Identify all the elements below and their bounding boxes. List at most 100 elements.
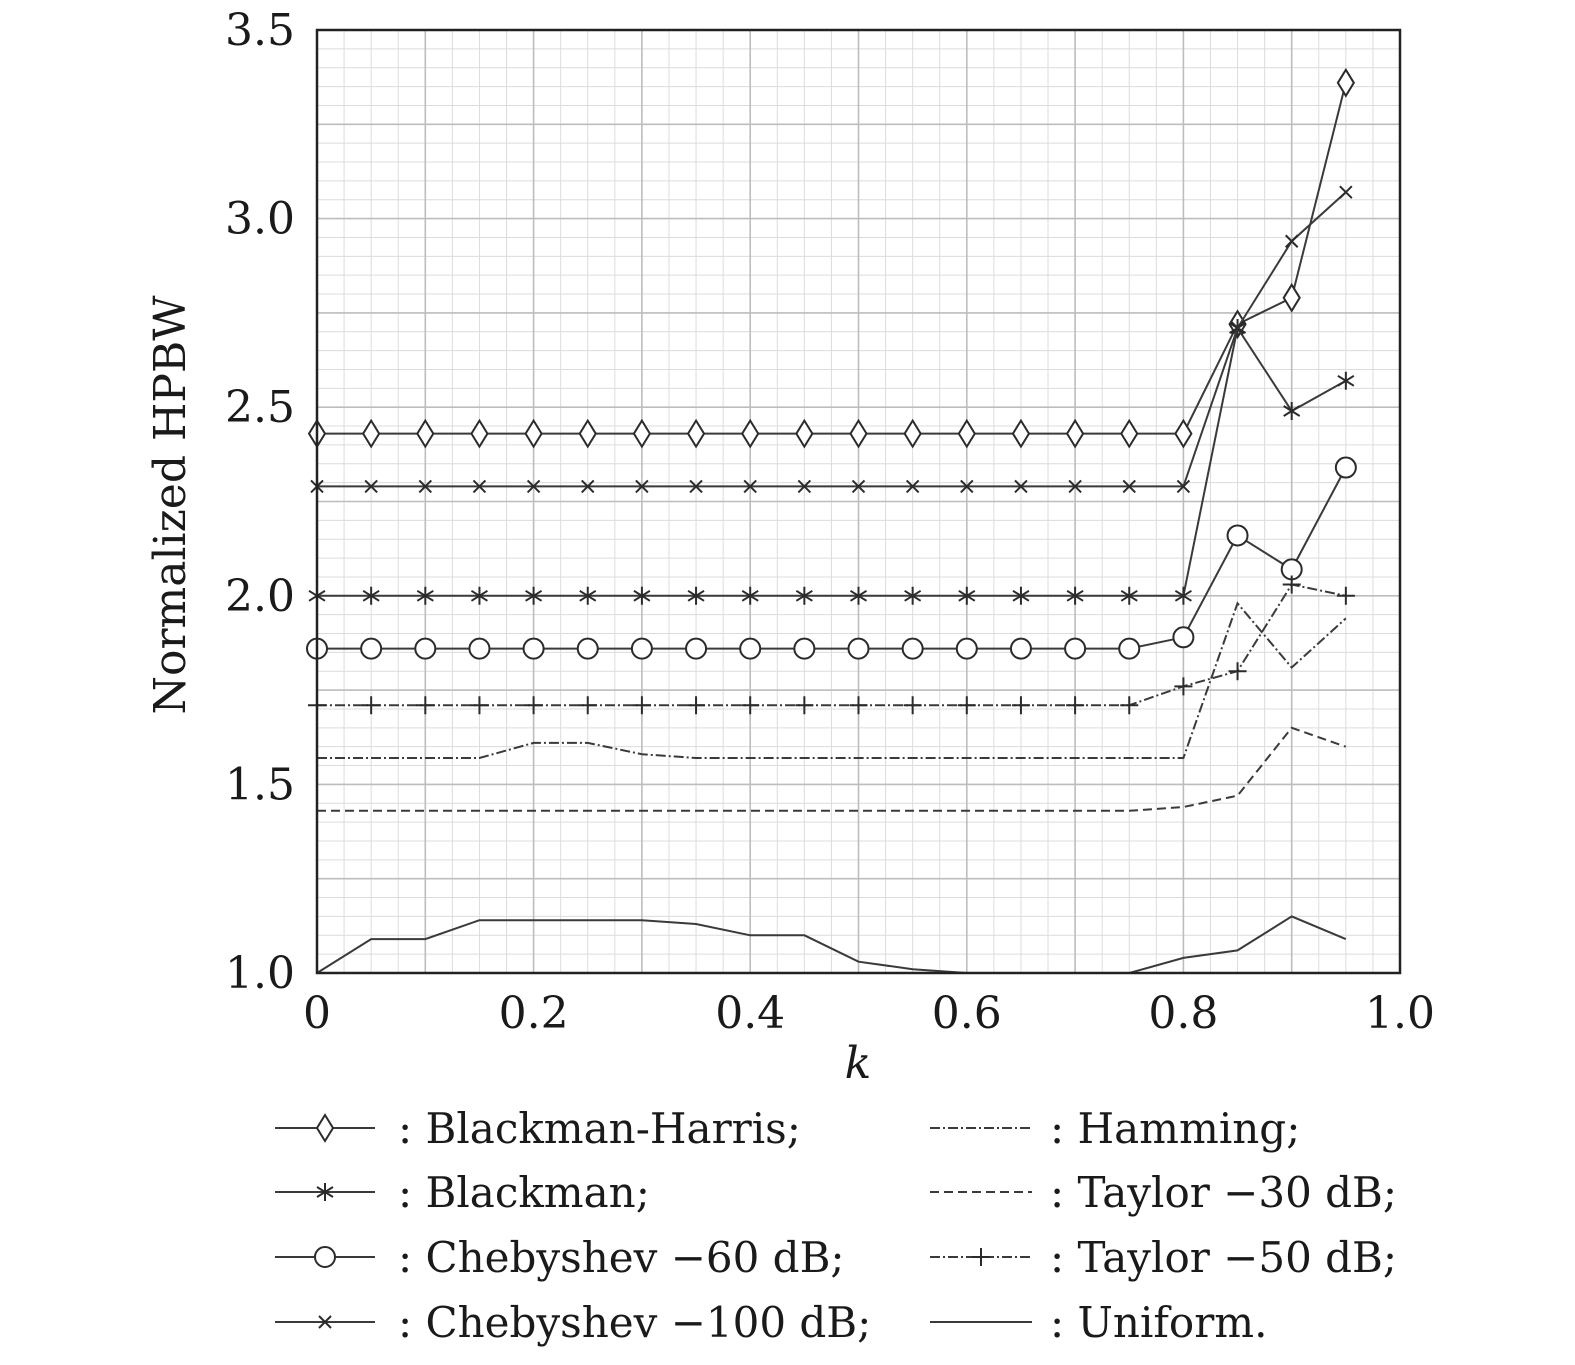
- marker-circle: [314, 1246, 336, 1268]
- marker-x: [1230, 321, 1245, 335]
- series-chebyshev-100-db: [310, 185, 1353, 494]
- marker-diamond: [1336, 67, 1356, 98]
- marker-x: [635, 479, 649, 494]
- marker-circle: [901, 637, 924, 660]
- marker-diamond: [524, 418, 543, 449]
- marker-plus: [849, 696, 868, 715]
- marker-circle: [1172, 626, 1195, 649]
- legend-item: : Blackman-Harris;: [275, 1104, 801, 1153]
- x-tick-label: 0.4: [715, 988, 785, 1039]
- marker-plus: [1336, 586, 1355, 605]
- legend-label: : Chebyshev −60 dB;: [398, 1233, 845, 1282]
- series-line: [317, 191, 1347, 488]
- legend-label: : Blackman;: [398, 1168, 650, 1217]
- marker-plus: [1282, 575, 1301, 594]
- y-axis-label: Normalized HPBW: [145, 295, 196, 715]
- series-line: [317, 601, 1347, 759]
- marker-diamond: [795, 418, 814, 449]
- marker-asterisk: [416, 586, 434, 605]
- marker-asterisk: [362, 586, 380, 605]
- marker-circle: [1334, 456, 1357, 479]
- marker-plus: [578, 696, 597, 715]
- marker-plus: [795, 696, 814, 715]
- series-lines: [306, 67, 1357, 974]
- marker-diamond: [1174, 418, 1193, 449]
- marker-asterisk: [795, 586, 813, 605]
- marker-x: [743, 479, 757, 494]
- grid: [317, 30, 1400, 973]
- marker-plus: [972, 1248, 990, 1266]
- marker-diamond: [578, 418, 597, 449]
- x-tick-label: 0: [303, 988, 331, 1039]
- marker-x: [418, 479, 433, 494]
- marker-x: [364, 479, 378, 494]
- y-tick-label: 1.5: [225, 759, 295, 810]
- legend-label: : Taylor −30 dB;: [1050, 1168, 1397, 1217]
- marker-x: [1068, 479, 1082, 494]
- marker-circle: [739, 637, 762, 660]
- marker-asterisk: [1120, 586, 1138, 605]
- marker-plus: [362, 696, 381, 715]
- marker-asterisk: [633, 586, 651, 605]
- marker-circle: [522, 637, 545, 660]
- series-hamming: [317, 601, 1347, 759]
- legend-item: : Chebyshev −100 dB;: [275, 1298, 871, 1347]
- series-blackman-harris: [307, 67, 1356, 449]
- marker-x: [1176, 479, 1191, 494]
- marker-circle: [685, 637, 708, 660]
- marker-asterisk: [849, 586, 868, 605]
- legend-label: : Chebyshev −100 dB;: [398, 1298, 871, 1347]
- y-tick-label: 2.0: [225, 571, 295, 622]
- marker-circle: [793, 637, 816, 660]
- legend-label: : Hamming;: [1050, 1104, 1300, 1153]
- series-chebyshev-60-db: [306, 456, 1357, 660]
- marker-asterisk: [525, 586, 543, 605]
- marker-circle: [576, 637, 599, 660]
- marker-plus: [1066, 696, 1085, 715]
- y-tick-label: 3.5: [225, 5, 295, 56]
- legend-label: : Blackman-Harris;: [398, 1104, 801, 1153]
- marker-x: [472, 479, 487, 494]
- marker-asterisk: [1066, 586, 1084, 605]
- marker-circle: [468, 637, 491, 660]
- marker-circle: [955, 637, 978, 660]
- x-axis-label: k: [845, 1038, 872, 1089]
- marker-x: [851, 479, 866, 494]
- marker-diamond: [741, 418, 760, 449]
- marker-plus: [1228, 662, 1247, 681]
- marker-diamond: [632, 418, 652, 449]
- marker-asterisk: [1337, 371, 1355, 390]
- marker-diamond: [903, 418, 922, 449]
- series-taylor-30-db: [317, 726, 1347, 812]
- plot-frame: [315, 28, 1402, 975]
- marker-asterisk: [904, 586, 922, 605]
- legend-item: : Chebyshev −60 dB;: [275, 1233, 845, 1282]
- marker-x: [526, 479, 541, 494]
- marker-plus: [957, 696, 976, 715]
- legend-item: : Hamming;: [930, 1104, 1300, 1153]
- marker-plus: [1011, 696, 1030, 715]
- marker-plus: [1174, 677, 1193, 696]
- marker-x: [689, 479, 703, 494]
- marker-circle: [630, 637, 653, 660]
- marker-plus: [687, 696, 706, 715]
- marker-circle: [1064, 637, 1087, 660]
- marker-asterisk: [741, 586, 759, 605]
- marker-asterisk: [1283, 401, 1301, 420]
- x-tick-label: 0.8: [1148, 988, 1218, 1039]
- series-taylor-50-db: [308, 575, 1355, 715]
- marker-diamond: [686, 418, 706, 449]
- marker-circle: [847, 637, 870, 660]
- marker-circle: [1226, 524, 1249, 547]
- marker-plus: [632, 696, 651, 715]
- y-tick-label: 3.0: [225, 194, 295, 245]
- marker-x: [1284, 234, 1299, 248]
- marker-x: [905, 479, 920, 494]
- marker-plus: [741, 696, 760, 715]
- y-tick-label: 2.5: [225, 382, 295, 433]
- marker-x: [960, 479, 974, 494]
- marker-x: [1014, 479, 1028, 494]
- marker-diamond: [1065, 418, 1085, 449]
- marker-circle: [1118, 637, 1141, 660]
- series-uniform: [316, 915, 1347, 974]
